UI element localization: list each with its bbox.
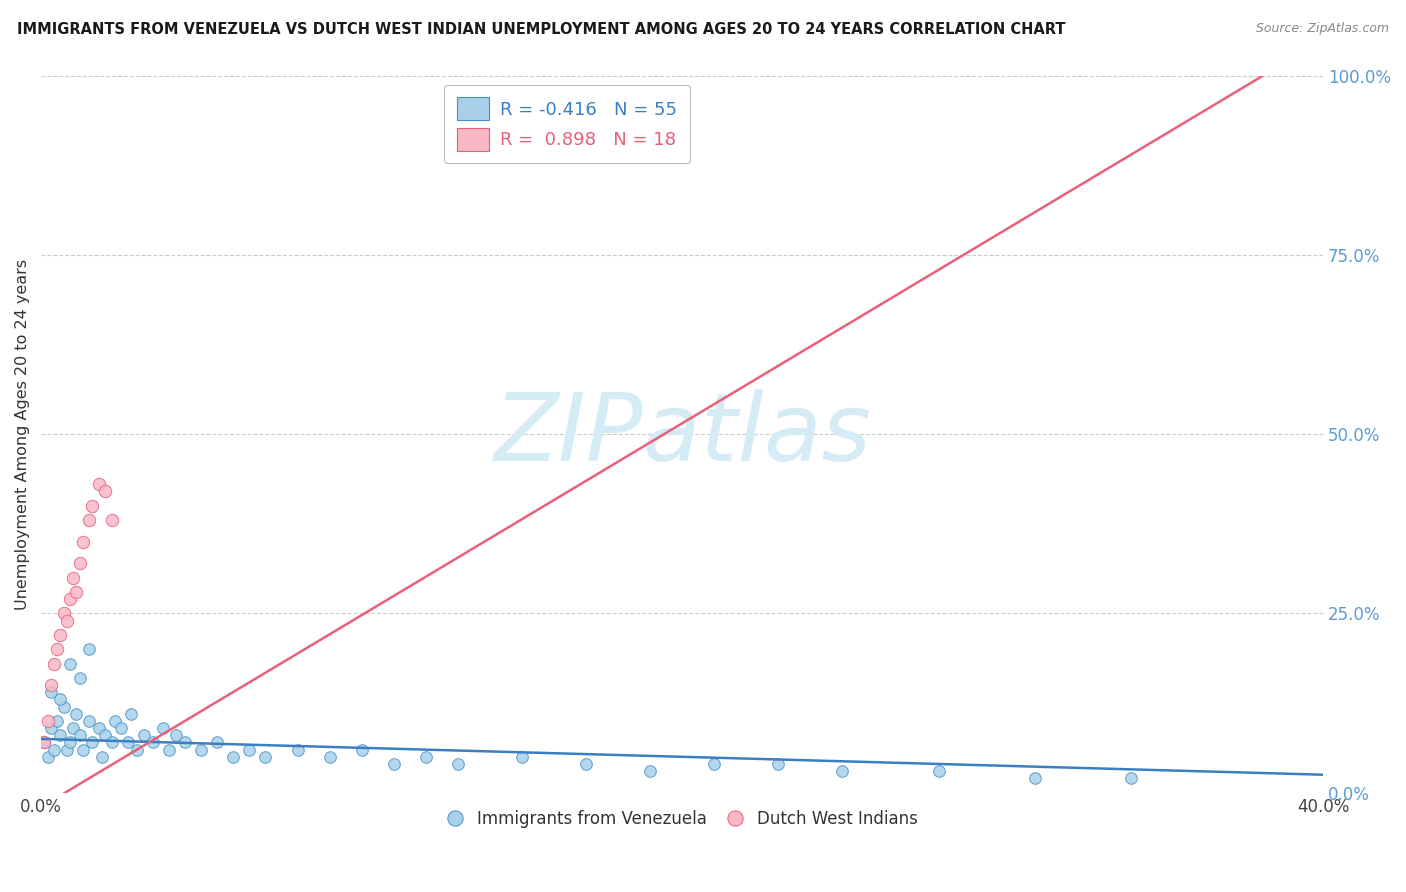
Legend: Immigrants from Venezuela, Dutch West Indians: Immigrants from Venezuela, Dutch West In… bbox=[440, 803, 924, 835]
Point bbox=[42, 657, 65, 671]
Point bbox=[42, 742, 65, 756]
Point bbox=[703, 756, 725, 771]
Point bbox=[59, 592, 82, 607]
Point bbox=[34, 735, 56, 749]
Point bbox=[575, 756, 598, 771]
Point bbox=[254, 749, 277, 764]
Point bbox=[65, 706, 87, 721]
Point bbox=[59, 657, 82, 671]
Point bbox=[52, 699, 75, 714]
Point bbox=[62, 721, 84, 735]
Point bbox=[157, 742, 180, 756]
Point bbox=[69, 728, 91, 742]
Point bbox=[94, 728, 117, 742]
Point bbox=[62, 570, 84, 584]
Point bbox=[100, 513, 122, 527]
Point bbox=[287, 742, 309, 756]
Point bbox=[415, 749, 437, 764]
Point bbox=[222, 749, 245, 764]
Point bbox=[318, 749, 340, 764]
Point bbox=[1024, 772, 1046, 786]
Y-axis label: Unemployment Among Ages 20 to 24 years: Unemployment Among Ages 20 to 24 years bbox=[15, 259, 30, 609]
Point bbox=[638, 764, 661, 779]
Point bbox=[104, 714, 127, 728]
Point bbox=[127, 742, 149, 756]
Point bbox=[510, 749, 533, 764]
Point bbox=[87, 721, 110, 735]
Point bbox=[190, 742, 212, 756]
Point bbox=[82, 499, 104, 513]
Point bbox=[207, 735, 229, 749]
Point bbox=[928, 764, 950, 779]
Point bbox=[39, 685, 62, 699]
Point bbox=[132, 728, 155, 742]
Point bbox=[77, 642, 100, 657]
Point bbox=[77, 513, 100, 527]
Point bbox=[152, 721, 174, 735]
Point bbox=[39, 678, 62, 692]
Point bbox=[1119, 772, 1142, 786]
Point bbox=[37, 749, 59, 764]
Point bbox=[72, 742, 94, 756]
Point bbox=[831, 764, 853, 779]
Point bbox=[91, 749, 114, 764]
Point bbox=[94, 484, 117, 499]
Point bbox=[87, 477, 110, 491]
Point bbox=[46, 642, 69, 657]
Point bbox=[69, 556, 91, 570]
Point bbox=[46, 714, 69, 728]
Point bbox=[142, 735, 165, 749]
Point bbox=[174, 735, 197, 749]
Point bbox=[72, 534, 94, 549]
Point bbox=[768, 756, 790, 771]
Point bbox=[447, 756, 470, 771]
Point bbox=[49, 628, 72, 642]
Point bbox=[49, 692, 72, 706]
Point bbox=[65, 585, 87, 599]
Point bbox=[165, 728, 187, 742]
Point bbox=[49, 728, 72, 742]
Point bbox=[55, 742, 77, 756]
Point bbox=[34, 735, 56, 749]
Text: IMMIGRANTS FROM VENEZUELA VS DUTCH WEST INDIAN UNEMPLOYMENT AMONG AGES 20 TO 24 : IMMIGRANTS FROM VENEZUELA VS DUTCH WEST … bbox=[17, 22, 1066, 37]
Point bbox=[37, 714, 59, 728]
Point bbox=[69, 671, 91, 685]
Point bbox=[117, 735, 139, 749]
Text: Source: ZipAtlas.com: Source: ZipAtlas.com bbox=[1256, 22, 1389, 36]
Point bbox=[120, 706, 142, 721]
Point bbox=[350, 742, 373, 756]
Point bbox=[52, 607, 75, 621]
Point bbox=[238, 742, 260, 756]
Point bbox=[110, 721, 132, 735]
Point bbox=[39, 721, 62, 735]
Point bbox=[55, 614, 77, 628]
Point bbox=[382, 756, 405, 771]
Point bbox=[100, 735, 122, 749]
Point bbox=[77, 714, 100, 728]
Text: ZIPatlas: ZIPatlas bbox=[494, 389, 872, 480]
Point bbox=[59, 735, 82, 749]
Point bbox=[82, 735, 104, 749]
